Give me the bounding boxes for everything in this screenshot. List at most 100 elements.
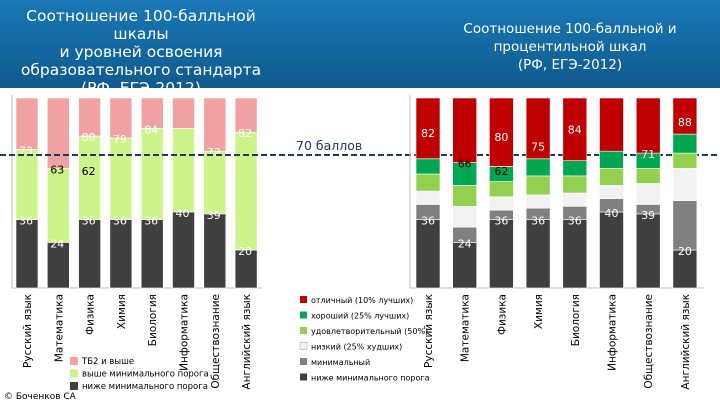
left-category-label: Математика bbox=[53, 294, 65, 362]
right-bar-segment bbox=[489, 219, 514, 289]
left-title-line: (РФ, ЕГЭ-2012) bbox=[81, 79, 201, 97]
right-bar-segment bbox=[525, 219, 551, 289]
right-legend-label: минимальный bbox=[311, 358, 370, 367]
left-bar-segment bbox=[109, 219, 133, 289]
right-bar-segment bbox=[672, 200, 698, 251]
right-data-label: 62 bbox=[494, 165, 508, 178]
right-data-label: 36 bbox=[568, 215, 582, 228]
right-bar-segment bbox=[672, 249, 698, 289]
right-bar-segment bbox=[525, 194, 551, 209]
right-bar-segment bbox=[525, 97, 551, 160]
left-category-label: Информатика bbox=[179, 294, 191, 371]
left-bar-segment bbox=[203, 150, 227, 215]
right-legend-label: ниже минимального порога bbox=[311, 374, 430, 383]
left-data-label: 36 bbox=[144, 215, 158, 228]
right-bar-segment bbox=[599, 97, 624, 152]
left-category-label: Обществознание bbox=[210, 294, 222, 389]
right-category-label: Английский язык bbox=[680, 294, 692, 390]
right-legend-swatch bbox=[300, 296, 307, 303]
right-data-label: 75 bbox=[531, 141, 545, 154]
left-bar-segment bbox=[78, 219, 101, 289]
left-legend-label: выше минимального порога bbox=[82, 370, 209, 380]
left-bar-segment bbox=[234, 97, 258, 133]
left-bar-segment bbox=[172, 211, 195, 289]
left-bar-segment bbox=[46, 97, 70, 169]
right-bar-segment bbox=[599, 150, 624, 169]
left-title-line: Соотношение 100-балльной шкалы bbox=[26, 7, 256, 43]
left-data-label: 63 bbox=[50, 163, 64, 176]
right-bar-segment bbox=[562, 219, 588, 289]
right-bar-segment bbox=[635, 183, 661, 205]
left-category-label: Русский язык bbox=[22, 294, 34, 368]
left-data-label: 20 bbox=[238, 245, 252, 258]
right-data-label: 24 bbox=[458, 237, 472, 250]
right-title-line: процентильной шкал bbox=[493, 39, 647, 55]
right-title-line: (РФ, ЕГЭ-2012) bbox=[517, 57, 623, 73]
right-data-label: 66 bbox=[458, 158, 472, 171]
right-chart-title: Соотношение 100-балльной и процентильной… bbox=[435, 20, 705, 74]
left-data-label: 84 bbox=[144, 123, 158, 136]
right-bar-segment bbox=[562, 160, 588, 177]
right-data-label: 84 bbox=[568, 123, 582, 136]
left-bar-segment bbox=[203, 213, 227, 289]
right-title-line: Соотношение 100-балльной и bbox=[463, 21, 677, 37]
right-bar-segment bbox=[635, 213, 661, 289]
right-data-label: 36 bbox=[531, 215, 545, 228]
right-bar-segment bbox=[415, 219, 441, 289]
right-bar-segment bbox=[599, 168, 624, 186]
left-bar-segment bbox=[15, 149, 39, 220]
title-bar bbox=[0, 0, 720, 88]
left-bar-segment bbox=[234, 131, 258, 251]
right-data-label: 36 bbox=[494, 215, 508, 228]
right-bar-segment bbox=[525, 175, 551, 196]
right-legend-swatch bbox=[300, 373, 307, 381]
left-data-label: 79 bbox=[113, 133, 127, 146]
left-legend-swatch bbox=[70, 357, 78, 365]
right-legend-label: отличный (10% лучших) bbox=[311, 296, 413, 305]
left-data-label: 72 bbox=[207, 146, 221, 159]
right-bar-segment bbox=[489, 196, 514, 211]
right-legend-swatch bbox=[300, 358, 307, 365]
right-bar-segment bbox=[452, 206, 478, 228]
left-bar-segment bbox=[172, 97, 195, 129]
left-data-label: 36 bbox=[82, 215, 96, 228]
left-data-label: 36 bbox=[113, 215, 127, 228]
left-bar-segment bbox=[109, 137, 133, 220]
right-bar-segment bbox=[672, 168, 698, 201]
right-data-label: 36 bbox=[421, 215, 435, 228]
left-bar-segment bbox=[15, 97, 39, 150]
left-legend-swatch bbox=[70, 369, 78, 378]
right-category-label: Физика bbox=[496, 294, 508, 335]
right-bar-segment bbox=[599, 211, 624, 289]
right-bar-segment bbox=[599, 185, 624, 199]
left-bar-segment bbox=[78, 97, 101, 137]
right-bar-segment bbox=[562, 175, 588, 194]
left-category-label: Биология bbox=[147, 294, 159, 346]
right-bar-segment bbox=[415, 97, 441, 160]
left-bar-segment bbox=[140, 219, 164, 289]
right-bar-segment bbox=[562, 97, 588, 162]
left-data-label: 39 bbox=[207, 209, 221, 222]
threshold-label: 70 баллов bbox=[296, 138, 362, 153]
left-legend-label: ниже минимального порога bbox=[82, 382, 208, 392]
left-legend-label: ТБ2 и выше bbox=[81, 357, 134, 367]
right-bar-segment bbox=[489, 181, 514, 198]
left-data-label: 36 bbox=[19, 215, 33, 228]
right-bar-segment bbox=[415, 158, 441, 175]
right-category-label: Русский язык bbox=[423, 294, 435, 368]
right-bar-segment bbox=[635, 97, 661, 154]
left-bar-segment bbox=[140, 97, 164, 129]
right-data-label: 39 bbox=[641, 209, 655, 222]
left-bar-segment bbox=[172, 128, 195, 213]
right-bar-segment bbox=[415, 190, 441, 205]
right-legend-label: низкий (25% худших) bbox=[311, 343, 402, 352]
right-bar-segment bbox=[562, 192, 588, 207]
left-data-label: 24 bbox=[50, 237, 64, 250]
right-category-label: Биология bbox=[570, 294, 582, 346]
left-data-label: 40 bbox=[176, 207, 190, 220]
right-category-label: Информатика bbox=[607, 294, 619, 371]
left-title-line: и уровней освоения bbox=[59, 43, 223, 61]
right-legend-swatch bbox=[300, 311, 307, 319]
right-legend-swatch bbox=[299, 342, 308, 350]
